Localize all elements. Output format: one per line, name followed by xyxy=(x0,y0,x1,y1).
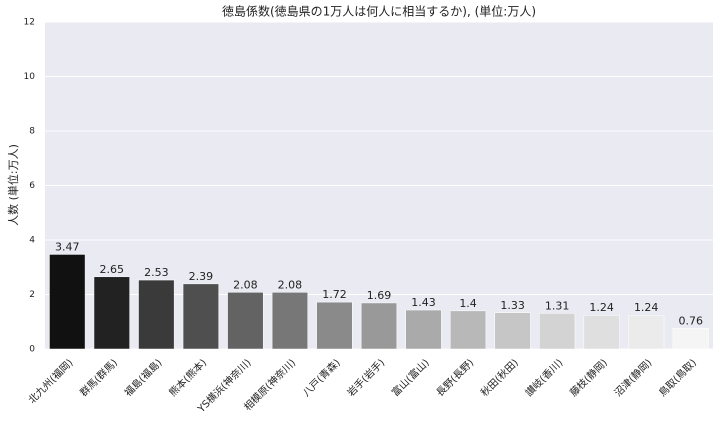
value-label: 1.24 xyxy=(589,301,614,314)
x-tick-label: 八戸(青森) xyxy=(300,356,343,399)
value-label: 1.43 xyxy=(411,296,436,309)
x-tick-label: 群馬(群馬) xyxy=(77,356,120,399)
chart-title: 徳島係数(徳島県の1万人は何人に相当するか), (単位:万人) xyxy=(222,4,536,19)
x-tick-label: 藤枝(静岡) xyxy=(567,356,610,399)
value-label: 2.65 xyxy=(100,263,125,276)
bar xyxy=(316,301,353,350)
x-tick-label: 秋田(秋田) xyxy=(478,356,521,399)
value-label: 2.08 xyxy=(278,278,303,291)
value-label: 2.53 xyxy=(144,266,169,279)
bar xyxy=(539,313,576,350)
bar xyxy=(93,276,130,350)
bar xyxy=(49,254,86,350)
bar xyxy=(271,292,308,350)
x-tick-label: 福島(福島) xyxy=(122,356,165,399)
value-label: 1.69 xyxy=(367,289,392,302)
x-tick-label: 熊本(熊本) xyxy=(166,356,209,399)
bar xyxy=(628,314,665,350)
bar xyxy=(138,279,175,350)
x-tick-label: 北九州(福岡) xyxy=(25,356,75,406)
y-tick-label: 6 xyxy=(29,181,35,191)
value-label: 2.39 xyxy=(189,270,214,283)
x-tick-label: 長野(長野) xyxy=(434,357,476,399)
value-label: 1.31 xyxy=(545,299,570,312)
y-tick-label: 8 xyxy=(29,127,35,137)
y-tick-label: 2 xyxy=(29,290,35,300)
value-label: 1.4 xyxy=(459,297,477,310)
bar xyxy=(450,310,487,350)
y-tick-label: 4 xyxy=(29,236,35,246)
value-label: 1.72 xyxy=(322,288,347,301)
bar xyxy=(583,314,620,350)
x-tick-label: 岩手(岩手) xyxy=(344,356,387,399)
x-tick-label: 鳥取(鳥取) xyxy=(656,356,699,399)
bar xyxy=(672,328,709,350)
bar xyxy=(494,312,531,350)
x-tick-label: 沼津(静岡) xyxy=(611,356,654,399)
bar xyxy=(227,292,264,350)
x-tick-label: 富山(富山) xyxy=(389,356,432,399)
y-tick-label: 10 xyxy=(24,72,36,82)
bar xyxy=(405,309,442,350)
y-axis-label: 人数 (単位:万人) xyxy=(6,144,20,226)
value-label: 1.33 xyxy=(500,299,525,312)
value-label: 0.76 xyxy=(678,314,703,327)
bar xyxy=(182,283,219,350)
x-tick-label: 讃岐(香川) xyxy=(522,356,565,399)
bar xyxy=(360,302,398,350)
value-label: 3.47 xyxy=(55,240,80,253)
value-label: 1.24 xyxy=(634,301,659,314)
y-tick-label: 0 xyxy=(29,345,35,355)
y-tick-label: 12 xyxy=(24,18,35,28)
value-label: 2.08 xyxy=(233,278,258,291)
